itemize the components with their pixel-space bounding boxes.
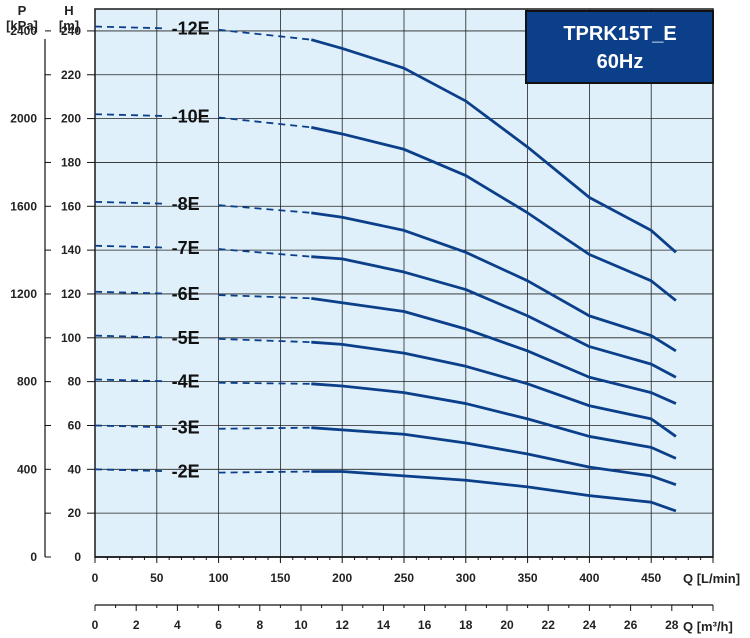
- x-m3h-tick-label: 10: [294, 618, 308, 632]
- curve-dashed-segment: [218, 116, 312, 129]
- h-tick-label: 160: [61, 199, 81, 213]
- curve-dashed-segment: [218, 381, 312, 385]
- axes: 2040608010012014016018020022024000400800…: [10, 24, 714, 632]
- x-lmin-tick-label: 50: [150, 571, 164, 585]
- curves: [94, 25, 677, 513]
- x-lmin-tick-label: 200: [332, 571, 352, 585]
- p-tick-label: 2000: [10, 112, 37, 126]
- h-tick-label: 220: [61, 68, 81, 82]
- curve-labels: -12E -10E -8E -7E -6E -5E -4E -3E -2E: [172, 19, 210, 482]
- h-tick-label: 120: [61, 287, 81, 301]
- p-tick-label: 800: [17, 375, 37, 389]
- curve-solid-segment: [311, 255, 677, 379]
- p-tick-label: 0: [30, 550, 37, 564]
- p-axis-unit: [kPa]: [6, 18, 38, 33]
- curve-label: -8E: [172, 194, 200, 214]
- p-axis-symbol: P: [18, 3, 27, 18]
- p-tick-label: 1600: [10, 199, 37, 213]
- x-lmin-tick-label: 450: [641, 571, 661, 585]
- x-lmin-tick-label: 350: [518, 571, 538, 585]
- curve-label: -10E: [172, 106, 210, 126]
- x-m3h-tick-label: 8: [256, 618, 263, 632]
- x-m3h-tick-label: 12: [336, 618, 350, 632]
- x-m3h-tick-label: 6: [215, 618, 222, 632]
- curve-label: -6E: [172, 284, 200, 304]
- h-tick-label: 0: [74, 550, 81, 564]
- curve-dashed-segment: [218, 470, 312, 474]
- h-tick-label: 180: [61, 155, 81, 169]
- h-tick-label: 80: [68, 375, 82, 389]
- curve-label: -7E: [172, 238, 200, 258]
- title-line-2: 60Hz: [597, 51, 644, 73]
- curve-dashed-segment: [218, 426, 312, 430]
- curve-label: -4E: [172, 372, 200, 392]
- x-lmin-tick-label: 150: [270, 571, 290, 585]
- x-m3h-tick-label: 0: [92, 618, 99, 632]
- h-tick-label: 100: [61, 331, 81, 345]
- x-m3h-tick-label: 28: [665, 618, 679, 632]
- x-m3h-tick-label: 2: [133, 618, 140, 632]
- curve-solid-segment: [311, 296, 677, 405]
- h-tick-label: 200: [61, 112, 81, 126]
- curve-label: -12E: [172, 19, 210, 39]
- x-m3h-tick-label: 16: [418, 618, 432, 632]
- x-m3h-tick-label: 4: [174, 618, 181, 632]
- x-m3h-tick-label: 20: [500, 618, 514, 632]
- curve-dashed-segment: [218, 337, 312, 344]
- x-lmin-tick-label: 0: [92, 571, 99, 585]
- p-tick-label: 2400: [10, 24, 37, 38]
- curve-solid-segment: [311, 470, 677, 513]
- curve-solid-segment: [311, 382, 677, 460]
- h-tick-label: 20: [68, 506, 82, 520]
- h-tick-label: 140: [61, 243, 81, 257]
- x-axis-m3h-label: Q [m³/h]: [683, 619, 733, 634]
- x-m3h-tick-label: 14: [377, 618, 391, 632]
- h-axis-symbol: H: [64, 3, 73, 18]
- x-m3h-tick-label: 18: [459, 618, 473, 632]
- h-tick-label: 240: [61, 24, 81, 38]
- title-badge-box: [525, 10, 714, 84]
- curve-dashed-segment: [218, 294, 312, 300]
- grid: [94, 8, 714, 558]
- p-tick-label: 400: [17, 462, 37, 476]
- x-m3h-tick-label: 26: [624, 618, 638, 632]
- curve-solid-segment: [311, 211, 677, 353]
- x-lmin-tick-label: 100: [209, 571, 229, 585]
- curve-dashed-segment: [218, 248, 312, 258]
- curve-label: -5E: [172, 328, 200, 348]
- x-m3h-tick-label: 24: [583, 618, 597, 632]
- curve-solid-segment: [311, 125, 677, 302]
- x-lmin-tick-label: 250: [394, 571, 414, 585]
- h-axis-unit: [m]: [59, 18, 79, 33]
- x-lmin-tick-label: 300: [456, 571, 476, 585]
- x-axis-lmin-label: Q [L/min]: [683, 571, 740, 586]
- title-badge: TPRK15T_E 60Hz: [525, 10, 714, 84]
- x-lmin-tick-label: 400: [579, 571, 599, 585]
- h-tick-label: 60: [68, 418, 82, 432]
- curve-label: -2E: [172, 462, 200, 482]
- h-tick-label: 40: [68, 462, 82, 476]
- curve-dashed-segment: [218, 28, 312, 41]
- curve-solid-segment: [311, 426, 677, 486]
- curve-label: -3E: [172, 418, 200, 438]
- curve-solid-segment: [311, 340, 677, 438]
- curve-solid-segment: [310, 38, 677, 254]
- title-line-1: TPRK15T_E: [563, 23, 676, 45]
- curve-dashed-segment: [218, 204, 312, 214]
- x-m3h-tick-label: 22: [542, 618, 556, 632]
- p-tick-label: 1200: [10, 287, 37, 301]
